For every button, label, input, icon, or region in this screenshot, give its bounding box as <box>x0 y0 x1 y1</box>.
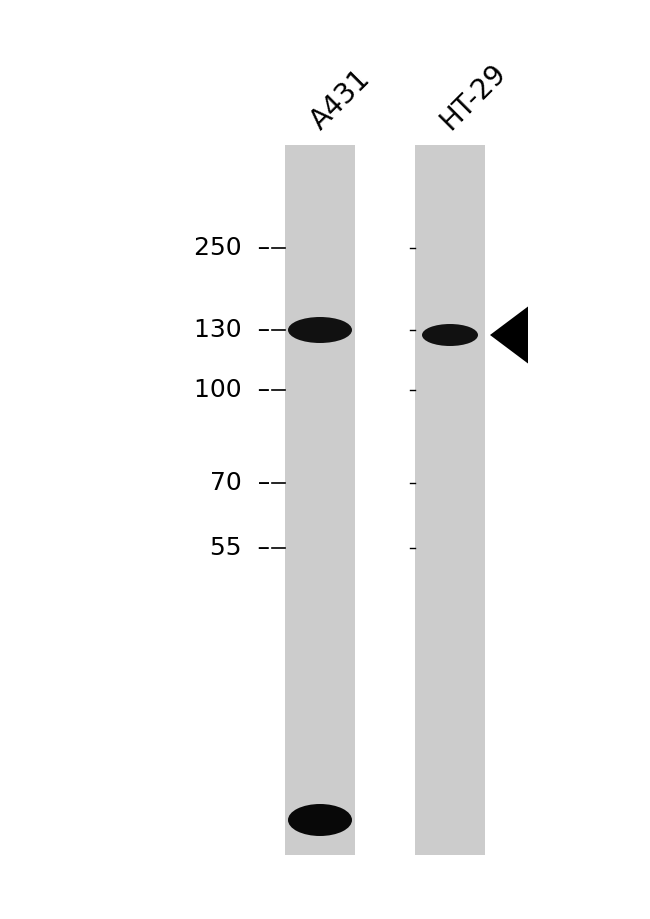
Bar <box>415 145 485 855</box>
Polygon shape <box>490 307 528 364</box>
Text: 250  –: 250 – <box>194 236 270 260</box>
Text: A431: A431 <box>305 64 376 135</box>
Text: 130  –: 130 – <box>194 318 270 342</box>
Text: 100  –: 100 – <box>194 378 270 402</box>
Text: 70  –: 70 – <box>210 471 270 495</box>
Ellipse shape <box>288 804 352 836</box>
Bar <box>285 145 355 855</box>
Ellipse shape <box>288 317 352 343</box>
Text: HT-29: HT-29 <box>435 58 512 135</box>
Ellipse shape <box>422 324 478 346</box>
Text: 55  –: 55 – <box>210 536 270 560</box>
